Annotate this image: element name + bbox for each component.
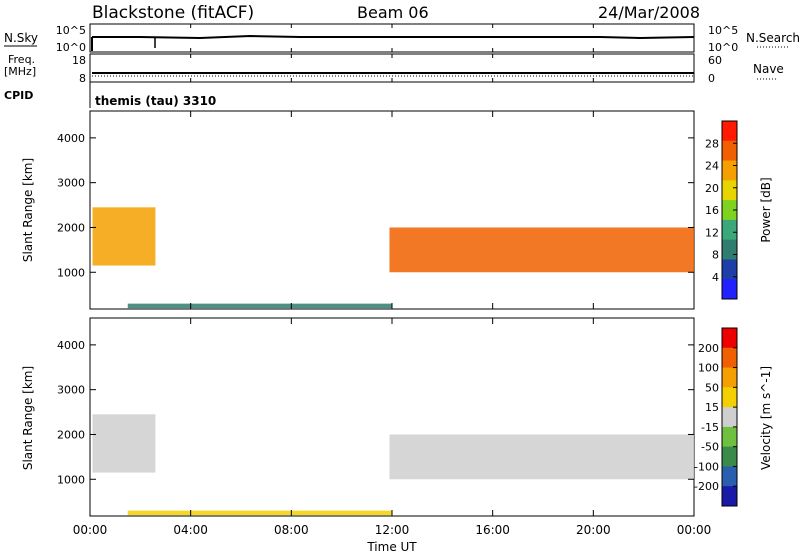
power-echo-band-1 — [389, 227, 694, 273]
power-ytick-label: 4000 — [57, 132, 85, 145]
power-colorbar-swatch — [722, 180, 737, 201]
power-ytick-label: 2000 — [57, 221, 85, 234]
velocity-colorbar-swatch — [722, 387, 737, 408]
nsky-label: N.Sky — [4, 31, 38, 45]
velocity-echo-band-0 — [92, 414, 156, 473]
power-colorbar-swatch — [722, 160, 737, 181]
velocity-colorbar-tick-label: -200 — [694, 480, 719, 493]
noise-right-top-tick: 10^5 — [708, 24, 738, 37]
power-ylabel: Slant Range [km] — [21, 158, 35, 262]
velocity-colorbar-tick-label: 200 — [698, 342, 719, 355]
x-tick-label: 16:00 — [475, 523, 510, 537]
x-tick-label: 00:00 — [677, 523, 712, 537]
velocity-panel-frame — [89, 317, 695, 517]
velocity-colorbar-tick-label: -15 — [701, 421, 719, 434]
nsky-trace — [92, 34, 695, 40]
velocity-colorbar: 200 100 50 15 -15 -50 -100 -200 — [694, 327, 738, 507]
beam-title: Beam 06 — [357, 3, 429, 22]
freq-left-bottom-tick: 8 — [79, 72, 86, 85]
nave-right-bottom-tick: 0 — [708, 72, 715, 85]
power-colorbar-tick-label: 24 — [705, 160, 719, 173]
velocity-colorbar-frame — [721, 327, 738, 507]
power-colorbar-swatch — [722, 140, 737, 162]
x-axis-label: Time UT — [366, 540, 417, 554]
noise-left-bottom-tick: 10^0 — [56, 41, 86, 54]
x-tick-label: 04:00 — [173, 523, 208, 537]
power-colorbar-tick-label: 20 — [705, 182, 719, 195]
power-ytick-label: 1000 — [57, 266, 85, 279]
velocity-echo-band-2 — [127, 510, 392, 516]
power-colorbar-swatch — [722, 121, 737, 142]
velocity-y-axis: 1000 2000 3000 4000 — [57, 339, 694, 486]
power-colorbar-swatch — [722, 239, 737, 260]
velocity-heatmap — [92, 414, 694, 516]
cpid-value: themis (tau) 3310 — [95, 94, 216, 108]
power-colorbar-tick-label: 8 — [712, 249, 719, 262]
velocity-colorbar-swatch — [722, 328, 737, 349]
power-y-axis: 1000 2000 3000 4000 — [57, 132, 694, 279]
velocity-colorbar-swatch — [722, 466, 737, 487]
power-colorbar-tick-label: 16 — [705, 204, 719, 217]
power-colorbar-tick-label: 28 — [705, 137, 719, 150]
freq-strip-frame — [89, 53, 695, 83]
velocity-ytick-label: 1000 — [57, 473, 85, 486]
power-heatmap — [92, 207, 694, 309]
power-ytick-label: 3000 — [57, 177, 85, 190]
power-colorbar-swatch — [722, 259, 737, 280]
x-tick-label: 20:00 — [576, 523, 611, 537]
x-tick-label: 12:00 — [375, 523, 410, 537]
power-echo-band-0 — [92, 207, 156, 266]
time-x-axis: 00:00 04:00 08:00 12:00 16:00 20:00 00:00 — [73, 24, 712, 537]
power-colorbar-tick-label: 12 — [705, 226, 719, 239]
velocity-echo-band-1 — [389, 434, 694, 480]
freq-label: Freq. — [8, 53, 35, 66]
station-title: Blackstone (fitACF) — [92, 3, 254, 23]
nave-right-top-tick: 60 — [708, 54, 722, 67]
power-colorbar-swatch — [722, 279, 737, 300]
noise-right-bottom-tick: 10^0 — [708, 41, 738, 54]
x-tick-label: 00:00 — [73, 523, 108, 537]
power-colorbar: 28 24 20 16 12 8 4 — [705, 120, 738, 300]
velocity-colorbar-label: Velocity [m s^-1] — [759, 366, 773, 470]
power-echo-band-2 — [127, 303, 392, 309]
date-title: 24/Mar/2008 — [598, 3, 700, 22]
velocity-ytick-label: 2000 — [57, 428, 85, 441]
velocity-colorbar-tick-label: 15 — [705, 401, 719, 414]
velocity-colorbar-swatch — [722, 486, 737, 507]
mhz-label: [MHz] — [4, 65, 36, 78]
nave-label: Nave — [753, 62, 784, 76]
velocity-ylabel: Slant Range [km] — [21, 366, 35, 470]
velocity-colorbar-swatch — [722, 426, 737, 448]
power-panel-frame — [89, 110, 695, 310]
velocity-ytick-label: 3000 — [57, 384, 85, 397]
freq-left-top-tick: 18 — [72, 54, 86, 67]
velocity-ytick-label: 4000 — [57, 339, 85, 352]
velocity-colorbar-tick-label: 100 — [698, 362, 719, 375]
x-tick-label: 08:00 — [274, 523, 309, 537]
velocity-colorbar-swatch — [722, 407, 737, 428]
power-colorbar-swatch — [722, 219, 737, 241]
velocity-colorbar-tick-label: -50 — [701, 441, 719, 454]
velocity-colorbar-swatch — [722, 347, 737, 369]
power-colorbar-tick-label: 4 — [712, 271, 719, 284]
power-colorbar-swatch — [722, 200, 737, 221]
noise-left-top-tick: 10^5 — [56, 24, 86, 37]
velocity-colorbar-tick-label: -100 — [694, 460, 719, 473]
velocity-colorbar-swatch — [722, 446, 737, 467]
cpid-label: CPID — [4, 89, 33, 102]
velocity-colorbar-swatch — [722, 367, 737, 388]
velocity-colorbar-tick-label: 50 — [705, 381, 719, 394]
power-colorbar-label: Power [dB] — [759, 177, 773, 242]
nsearch-label: N.Search — [746, 31, 800, 45]
